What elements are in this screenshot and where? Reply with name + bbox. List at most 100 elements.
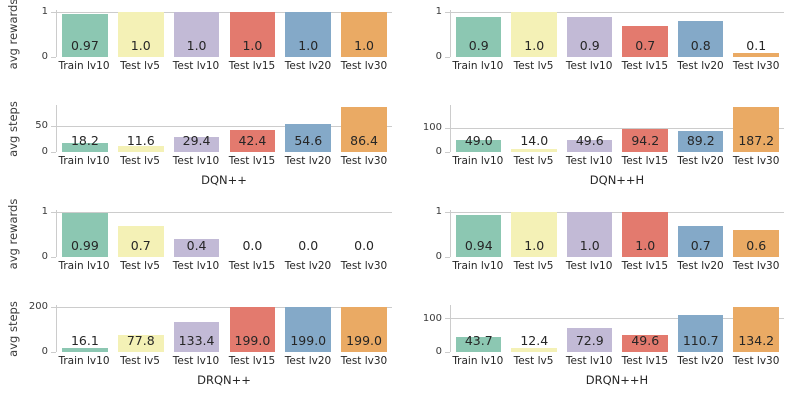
y-tick-label: 100 [422,312,442,324]
x-axis-label: DRQN++ [197,373,251,387]
y-tick-label: 100 [422,122,442,134]
bar-slot: 77.8 [113,305,169,352]
bar-slot: 1.0 [336,10,392,57]
bar-test-lv5 [117,146,164,152]
x-category-labels: Train lv10 Test lv5 Test lv10 Test lv15 Test… [56,257,392,274]
bar-test-lv30 [341,307,387,352]
bar-value-label: 18.2 [70,133,99,148]
x-axis-label: DQN++ [201,173,247,187]
y-tick-label: 1 [41,6,48,18]
plot-area: 43.7 12.4 72.9 49.6 110.7 134.2 [450,305,784,352]
x-tick-label: Test lv5 [513,60,554,72]
bar-slot: 0.0 [280,210,336,257]
bar-train-lv10 [62,13,108,57]
plot-area: 18.2 11.6 29.4 42.4 54.6 86.4 [56,105,392,152]
bar-test-lv15 [622,129,668,152]
bar-slot: 29.4 [169,105,225,152]
y-tick-label: 0 [435,346,442,357]
bar-train-lv10 [62,212,108,257]
bar-slot: 18.2 [57,105,113,152]
bar-slot: 12.4 [507,305,563,352]
bar-slot: 94.2 [618,105,674,152]
x-tick-label: Test lv15 [621,155,669,167]
bar-test-lv10 [173,12,220,57]
bar-test-lv30 [733,107,779,152]
x-tick-label: Test lv20 [284,355,332,367]
bar-slot: 187.2 [729,105,785,152]
bar-train-lv10 [455,214,502,257]
y-tick-mark [51,125,56,127]
x-category-labels: Train lv10 Test lv5 Test lv10 Test lv15 Test… [56,152,392,169]
x-axis-label [56,274,392,305]
bar-slot: 14.0 [507,105,563,152]
bar-test-lv30 [733,307,779,352]
y-tick-mark [445,211,450,213]
bar-test-lv20 [677,21,724,57]
bar-test-lv30 [733,230,779,257]
x-tick-label: Test lv15 [228,260,276,272]
bar-slot: 0.0 [336,210,392,257]
bar-slot: 0.99 [57,210,113,257]
x-category-labels: Train lv10 Test lv5 Test lv10 Test lv15 Test… [450,257,784,274]
gridline [451,211,784,213]
bar-train-lv10 [455,337,502,352]
bar-slot: 89.2 [673,105,729,152]
bar-value-label: 187.2 [738,133,775,148]
y-tick-mark [445,56,450,58]
bar-slot: 110.7 [673,305,729,352]
y-tick-mark [51,256,56,258]
x-category-labels: Train lv10 Test lv5 Test lv10 Test lv15 Test… [450,352,784,369]
x-category-labels: Train lv10 Test lv5 Test lv10 Test lv15 Test… [450,57,784,74]
x-tick-label: Test lv20 [677,260,724,272]
bar-slot: 134.2 [729,305,785,352]
x-tick-label: Train lv10 [58,355,110,367]
bar-slot: 0.1 [729,10,785,57]
bar-value-label: 72.9 [575,333,604,348]
gridline [451,318,784,320]
bar-train-lv10 [62,142,108,152]
bar-test-lv5 [511,212,557,257]
x-tick-label: Test lv30 [340,155,388,167]
bar-slot: 0.7 [113,210,169,257]
y-axis-label [400,210,420,257]
bar-slot: 1.0 [280,10,336,57]
y-tick-label: 0 [41,146,48,157]
bar-test-lv10 [566,212,613,257]
bar-test-lv15 [622,335,668,352]
x-tick-label: Test lv20 [284,260,332,272]
y-tick-label: 0 [41,51,48,62]
y-tick-label: 50 [35,120,48,132]
y-tick-mark [51,306,56,308]
bar-value-label: 42.4 [238,133,267,148]
x-tick-label: Test lv5 [513,355,554,367]
x-tick-label: Test lv30 [732,260,780,272]
bar-value-label: 12.4 [520,333,549,348]
gridline [451,127,784,129]
x-tick-label: Test lv20 [284,155,332,167]
bar-value-label: 1.0 [186,38,207,53]
bar-slot: 72.9 [562,305,618,352]
y-axis-ticks: 0 100 [420,105,450,157]
bar-value-label: 11.6 [126,133,155,148]
x-axis-label [450,274,784,305]
bar-value-label: 1.0 [298,38,319,53]
bar-test-lv30 [341,12,387,57]
bar-test-lv10 [173,239,220,257]
bar-test-lv30 [733,52,779,57]
x-axis-label [56,74,392,105]
bar-value-label: 0.0 [242,238,263,253]
y-tick-label: 200 [28,301,48,313]
bar-slot: 0.4 [169,210,225,257]
x-tick-label: Test lv20 [284,60,332,72]
bar-test-lv10 [566,327,613,352]
bar-slot: 0.6 [729,210,785,257]
plot-area: 0.94 1.0 1.0 1.0 0.7 0.6 [450,210,784,257]
bar-value-label: 1.0 [635,238,656,253]
x-category-labels: Train lv10 Test lv5 Test lv10 Test lv15 Test… [56,57,392,74]
panel-dqn-steps: avg steps 0 50 18.2 11.6 29.4 42.4 54.6 86.4 T… [0,101,400,210]
bar-train-lv10 [455,140,502,152]
bar-slot: 1.0 [507,10,563,57]
bar-slot: 1.0 [562,210,618,257]
